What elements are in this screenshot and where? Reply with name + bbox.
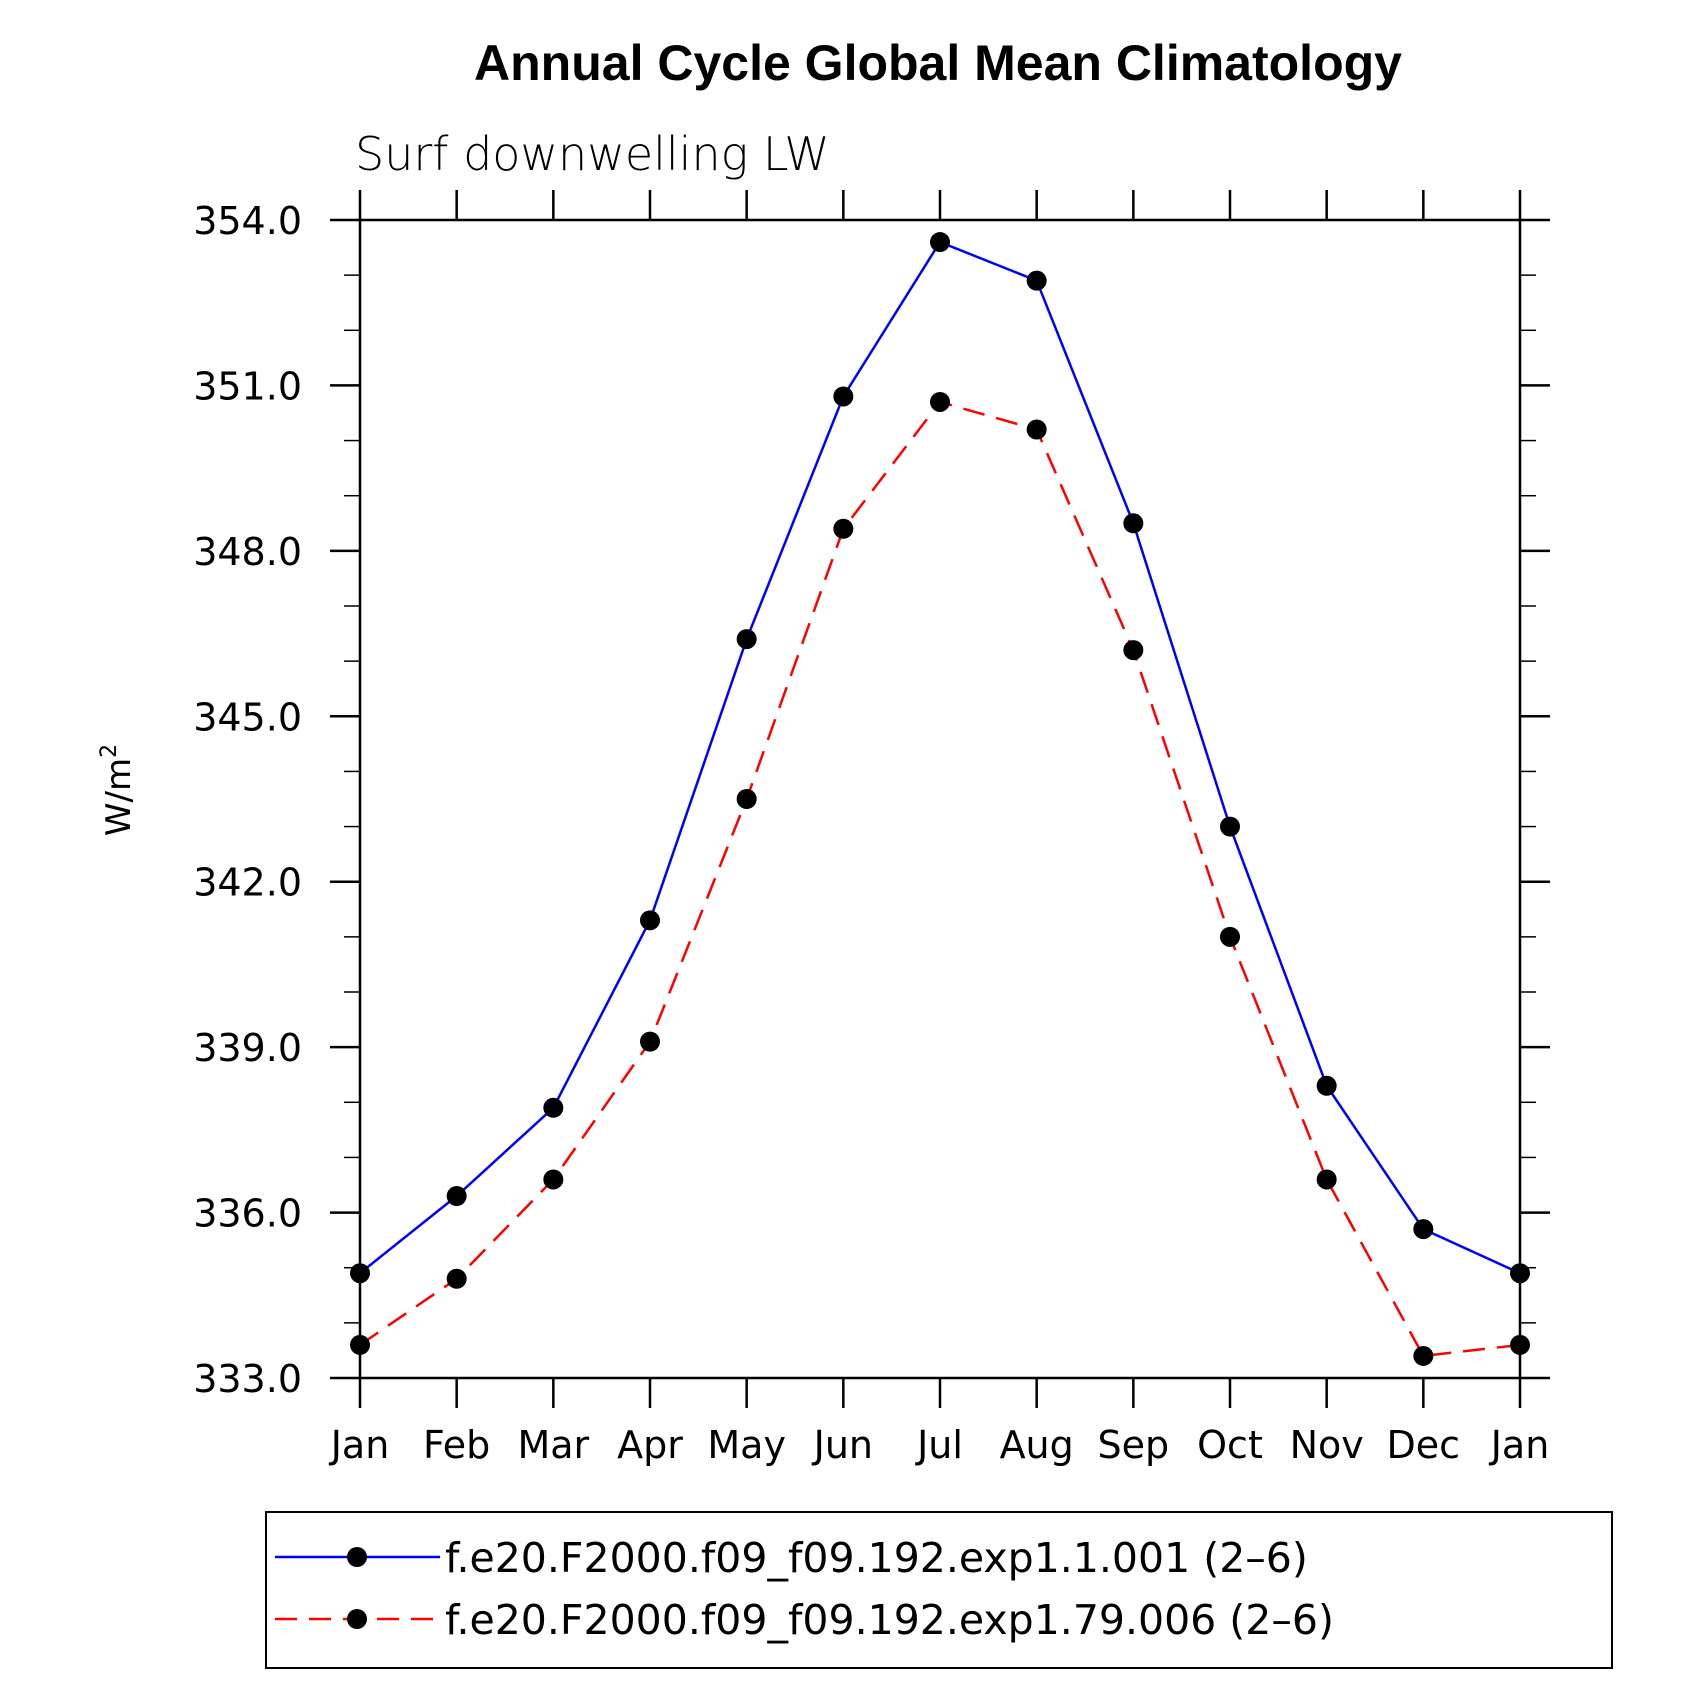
data-point <box>736 629 757 650</box>
series-1 <box>350 232 1530 1284</box>
x-tick-label: Jun <box>812 1423 873 1467</box>
x-tick-label: Aug <box>1000 1423 1074 1467</box>
y-tick-label: 342.0 <box>193 861 302 905</box>
data-point <box>1220 816 1240 837</box>
data-point <box>1510 1334 1530 1355</box>
data-point <box>1123 513 1144 534</box>
data-point <box>1220 926 1240 947</box>
data-point <box>930 232 950 253</box>
series-2 <box>350 391 1530 1366</box>
data-point <box>543 1097 564 1118</box>
x-tick-label: Apr <box>617 1423 683 1467</box>
y-tick-label: 333.0 <box>193 1357 302 1401</box>
data-point <box>833 386 854 407</box>
data-point <box>1123 640 1144 661</box>
series-layer <box>350 232 1530 1366</box>
data-point <box>1413 1345 1434 1366</box>
series-line <box>359 400 1521 1358</box>
legend-item-2: f.e20.F2000.f09_f09.192.exp1.79.006 (2–6… <box>275 1596 1334 1644</box>
x-tick-label: Jan <box>329 1423 390 1467</box>
legend-label: f.e20.F2000.f09_f09.192.exp1.1.001 (2–6) <box>445 1534 1308 1582</box>
x-tick-label: Dec <box>1387 1423 1461 1467</box>
y-tick-label: 336.0 <box>193 1192 302 1236</box>
data-point <box>1026 419 1047 440</box>
chart-subtitle: Surf downwelling LW <box>355 127 830 181</box>
legend-marker <box>347 1609 367 1629</box>
x-tick-labels: Jan Feb Mar Apr May Jun Jul Aug Sep Oct Nov Dec Jan <box>329 1423 1550 1467</box>
data-point <box>543 1169 564 1190</box>
x-tick-label: Mar <box>517 1423 589 1467</box>
legend: f.e20.F2000.f09_f09.192.exp1.1.001 (2–6)… <box>265 1511 1613 1669</box>
axis-ticks <box>330 190 1550 1408</box>
x-tick-label: Jan <box>1489 1423 1550 1467</box>
data-point <box>640 910 660 931</box>
y-tick-label: 348.0 <box>193 530 302 574</box>
legend-items: f.e20.F2000.f09_f09.192.exp1.1.001 (2–6)… <box>275 1534 1334 1644</box>
x-tick-label: Feb <box>423 1423 490 1467</box>
x-tick-label: Sep <box>1098 1423 1170 1467</box>
x-tick-label: May <box>707 1423 786 1467</box>
data-point <box>736 789 757 809</box>
data-point <box>640 1031 660 1052</box>
data-point <box>930 391 950 412</box>
x-tick-label: Nov <box>1290 1423 1364 1467</box>
y-tick-label: 354.0 <box>193 199 302 243</box>
y-axis-label-superscript: 2 <box>97 744 122 758</box>
chart-title: Annual Cycle Global Mean Climatology <box>474 35 1402 91</box>
data-point <box>1413 1219 1434 1240</box>
data-point <box>1026 270 1047 291</box>
x-tick-label: Jul <box>915 1423 963 1467</box>
legend-item-1: f.e20.F2000.f09_f09.192.exp1.1.001 (2–6) <box>275 1534 1308 1582</box>
legend-marker <box>347 1547 367 1567</box>
data-point <box>446 1268 467 1289</box>
legend-box <box>265 1511 1613 1669</box>
y-tick-label: 351.0 <box>193 364 302 408</box>
data-point <box>1316 1075 1337 1096</box>
data-point <box>350 1334 370 1355</box>
data-point <box>1316 1169 1337 1190</box>
y-tick-label: 345.0 <box>193 695 302 739</box>
legend-label: f.e20.F2000.f09_f09.192.exp1.79.006 (2–6… <box>445 1596 1334 1644</box>
data-point <box>350 1263 370 1284</box>
y-axis-label-main: W/m <box>99 758 139 836</box>
data-point <box>833 518 854 539</box>
y-axis-label: W/m2 <box>97 744 139 836</box>
y-tick-label: 339.0 <box>193 1026 302 1070</box>
x-tick-label: Oct <box>1197 1423 1263 1467</box>
y-tick-labels: 333.0 336.0 339.0 342.0 345.0 348.0 351.0 354.0 <box>193 199 302 1401</box>
data-point <box>1510 1263 1530 1284</box>
data-point <box>446 1186 467 1207</box>
